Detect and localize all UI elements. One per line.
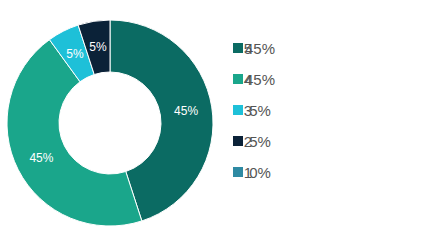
svg-text:0%: 0% xyxy=(249,164,271,181)
svg-text:5%: 5% xyxy=(249,102,271,119)
svg-text:45%: 45% xyxy=(174,104,198,118)
svg-text:5%: 5% xyxy=(66,47,84,61)
svg-text:2: 2 xyxy=(243,132,253,150)
svg-text:1: 1 xyxy=(243,163,253,181)
svg-text:5%: 5% xyxy=(89,40,107,54)
svg-text:3: 3 xyxy=(243,101,253,119)
svg-text:45%: 45% xyxy=(29,151,53,165)
svg-text:5%: 5% xyxy=(249,133,271,150)
svg-text:45%: 45% xyxy=(245,71,275,88)
svg-text:45%: 45% xyxy=(245,40,275,57)
